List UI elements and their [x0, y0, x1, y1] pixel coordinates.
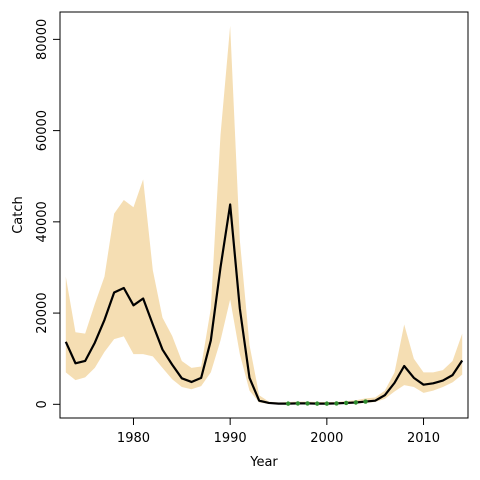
y-tick-label: 40000 [35, 201, 50, 242]
plot-area [64, 25, 464, 406]
x-tick-label: 1990 [214, 431, 247, 446]
y-tick-label: 0 [35, 400, 50, 408]
observed-point [334, 401, 339, 406]
confidence-band [65, 25, 463, 405]
x-axis: 1980 1990 2000 2010 [117, 417, 440, 446]
observed-point [353, 400, 359, 405]
observed-point [285, 401, 291, 406]
observed-point [363, 399, 368, 404]
y-tick-label: 60000 [35, 110, 50, 151]
y-tick-label: 80000 [35, 19, 50, 60]
observed-point [295, 401, 301, 406]
catch-line [64, 203, 464, 405]
y-axis-title: Catch [11, 196, 26, 234]
observed-points [285, 399, 368, 406]
observed-point [324, 401, 330, 406]
observed-point [305, 401, 310, 406]
observed-point [343, 400, 349, 406]
x-tick-label: 2010 [407, 431, 440, 446]
observed-point [314, 401, 320, 406]
x-axis-title: Year [249, 455, 278, 470]
x-tick-label: 2000 [310, 431, 343, 446]
x-tick-label: 1980 [117, 431, 150, 446]
y-tick-label: 20000 [35, 292, 50, 333]
y-axis: 0 20000 40000 60000 80000 [35, 19, 61, 408]
